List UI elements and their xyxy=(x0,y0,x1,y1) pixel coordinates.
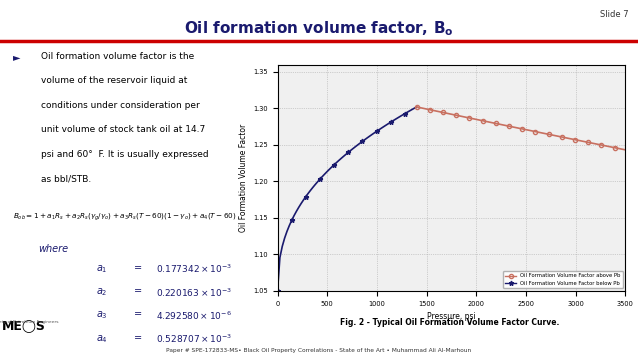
Text: Society of Petroleum Engineers: Society of Petroleum Engineers xyxy=(0,320,59,324)
Text: =: = xyxy=(134,333,142,343)
Text: volume of the reservoir liquid at: volume of the reservoir liquid at xyxy=(41,76,188,85)
Text: $a_3$: $a_3$ xyxy=(96,309,107,321)
Text: Oil formation volume factor, $\mathbf{B_o}$: Oil formation volume factor, $\mathbf{B_… xyxy=(184,20,454,38)
Text: $0.220163 \times 10^{-3}$: $0.220163 \times 10^{-3}$ xyxy=(156,286,232,299)
Text: where: where xyxy=(38,244,68,254)
Text: ►: ► xyxy=(13,52,20,62)
Text: unit volume of stock tank oil at 14.7: unit volume of stock tank oil at 14.7 xyxy=(41,125,205,134)
Text: =: = xyxy=(134,286,142,296)
Text: $a_4$: $a_4$ xyxy=(96,333,108,345)
Text: $a_2$: $a_2$ xyxy=(96,286,107,298)
Text: Fig. 2 - Typical Oil Formation Volume Factor Curve.: Fig. 2 - Typical Oil Formation Volume Fa… xyxy=(340,318,560,327)
Text: $4.292580 \times 10^{-6}$: $4.292580 \times 10^{-6}$ xyxy=(156,309,232,322)
Text: conditions under consideration per: conditions under consideration per xyxy=(41,101,200,110)
Text: ME◯S: ME◯S xyxy=(3,320,46,333)
Text: =: = xyxy=(134,309,142,320)
Text: =: = xyxy=(134,263,142,273)
Text: as bbl/STB.: as bbl/STB. xyxy=(41,174,92,183)
X-axis label: Pressure, psi: Pressure, psi xyxy=(427,312,476,321)
Text: Oil formation volume factor is the: Oil formation volume factor is the xyxy=(41,52,195,61)
Text: Slide 7: Slide 7 xyxy=(600,10,628,19)
Text: $a_1$: $a_1$ xyxy=(96,263,107,275)
Text: psi and 60°  F. It is usually expressed: psi and 60° F. It is usually expressed xyxy=(41,150,209,159)
Legend: Oil Formation Volume Factor above Pb, Oil Formation Volume Factor below Pb: Oil Formation Volume Factor above Pb, Oi… xyxy=(503,271,623,288)
Y-axis label: Oil Formation Volume Factor: Oil Formation Volume Factor xyxy=(239,123,248,232)
Text: $0.177342 \times 10^{-3}$: $0.177342 \times 10^{-3}$ xyxy=(156,263,232,275)
Text: Paper # SPE-172833-MS• Black Oil Property Correlations - State of the Art • Muha: Paper # SPE-172833-MS• Black Oil Propert… xyxy=(167,348,471,353)
Text: $0.528707 \times 10^{-3}$: $0.528707 \times 10^{-3}$ xyxy=(156,333,233,345)
Text: $B_{ob} = 1 + a_1 R_s + a_2 R_s(\gamma_g / \gamma_o) + a_3 R_s(T-60)(1-\gamma_o): $B_{ob} = 1 + a_1 R_s + a_2 R_s(\gamma_g… xyxy=(13,212,237,223)
